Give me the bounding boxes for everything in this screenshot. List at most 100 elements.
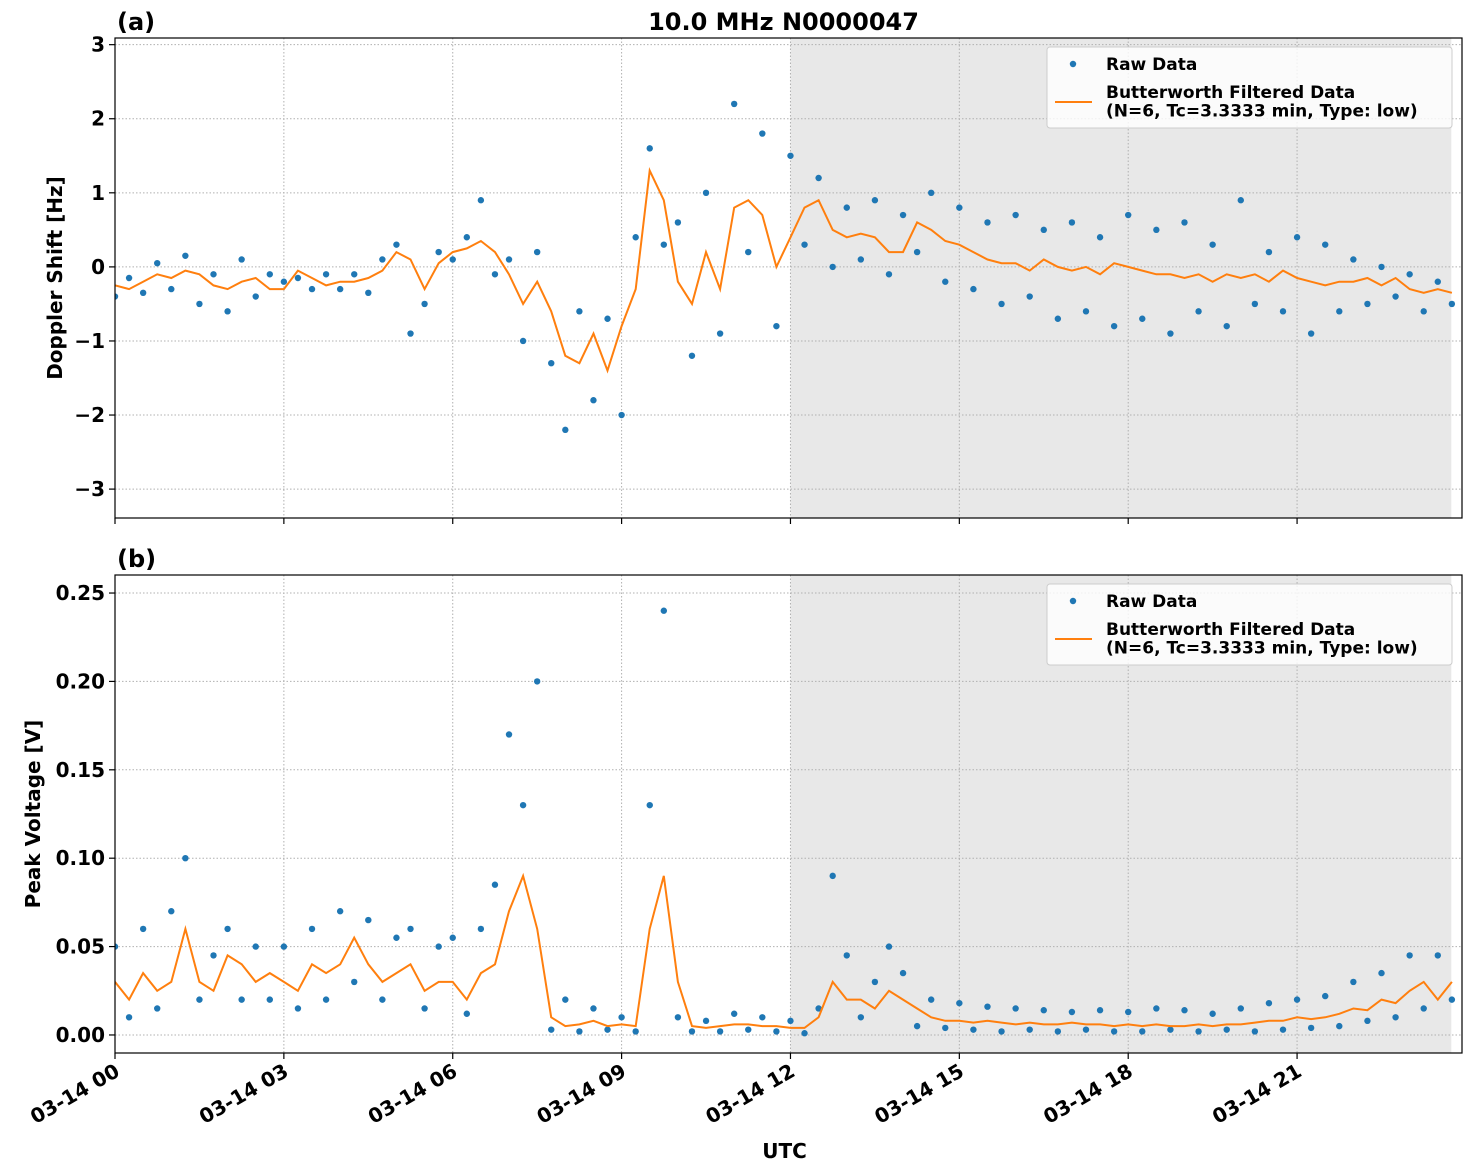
raw-point xyxy=(1237,197,1244,204)
raw-point xyxy=(1378,969,1385,977)
raw-point xyxy=(1110,1028,1118,1035)
raw-point xyxy=(745,248,752,256)
chart-title: 10.0 MHz N0000047 xyxy=(648,8,919,36)
raw-point xyxy=(125,1014,133,1021)
raw-point xyxy=(590,1005,597,1012)
raw-point xyxy=(660,607,668,614)
raw-point xyxy=(716,330,724,337)
raw-point xyxy=(1406,952,1413,959)
x-tick-label: 03-14 03 xyxy=(195,1059,293,1129)
raw-point xyxy=(702,189,710,197)
raw-point xyxy=(857,256,865,263)
raw-point xyxy=(576,1028,583,1035)
raw-point xyxy=(1181,1007,1188,1014)
raw-point xyxy=(829,872,836,880)
raw-point xyxy=(632,234,639,241)
raw-point xyxy=(266,271,273,278)
raw-point xyxy=(548,1026,555,1033)
raw-point xyxy=(1378,263,1385,271)
x-tick-label: 03-14 15 xyxy=(870,1059,968,1129)
raw-point xyxy=(745,1026,752,1033)
raw-point xyxy=(182,854,189,862)
raw-point xyxy=(970,1026,977,1033)
raw-point xyxy=(843,204,850,211)
raw-point xyxy=(1054,1028,1062,1035)
legend-label: Butterworth Filtered Data (N=6, Tc=3.3333… xyxy=(1106,83,1418,122)
raw-point xyxy=(139,925,147,933)
raw-point xyxy=(1448,300,1456,308)
raw-point xyxy=(1082,1026,1090,1033)
raw-point xyxy=(1434,278,1441,285)
raw-point xyxy=(1434,952,1441,959)
raw-point xyxy=(463,234,471,241)
raw-point xyxy=(252,943,259,950)
raw-point xyxy=(548,359,555,367)
raw-point xyxy=(168,908,175,915)
raw-point xyxy=(351,271,358,278)
x-tick-label: 03-14 18 xyxy=(1039,1059,1137,1129)
raw-point xyxy=(421,1005,428,1012)
raw-point xyxy=(308,925,316,933)
raw-point xyxy=(463,1010,471,1017)
raw-point xyxy=(1153,1005,1160,1012)
raw-point xyxy=(1040,1007,1047,1014)
raw-point xyxy=(927,189,935,197)
legend-marker xyxy=(1069,60,1077,68)
raw-point xyxy=(210,271,217,278)
raw-point xyxy=(449,256,456,263)
raw-point xyxy=(294,1005,302,1012)
raw-point xyxy=(393,241,400,248)
raw-point xyxy=(1181,219,1188,226)
raw-point xyxy=(266,996,273,1003)
raw-point xyxy=(773,1028,780,1035)
raw-point xyxy=(336,285,344,293)
raw-point xyxy=(1026,293,1033,300)
raw-point xyxy=(998,1028,1005,1035)
y-axis-label: Doppler Shift [Hz] xyxy=(43,176,67,380)
raw-point xyxy=(336,908,344,915)
raw-point xyxy=(1223,1026,1230,1033)
raw-point xyxy=(308,285,316,293)
raw-point xyxy=(618,1014,625,1021)
raw-point xyxy=(139,289,147,297)
raw-point xyxy=(196,996,203,1003)
plot-area xyxy=(115,100,1456,434)
raw-point xyxy=(224,308,231,315)
raw-point xyxy=(1265,999,1273,1007)
raw-point xyxy=(1322,241,1329,248)
raw-point xyxy=(801,1030,808,1037)
raw-point xyxy=(519,337,527,345)
raw-point xyxy=(519,801,527,809)
raw-point xyxy=(1040,226,1047,234)
raw-point xyxy=(646,145,653,152)
raw-point xyxy=(674,219,682,226)
raw-point xyxy=(477,925,485,933)
raw-point xyxy=(238,996,245,1003)
raw-point xyxy=(491,271,499,278)
raw-point xyxy=(702,1017,710,1025)
legend-label: Butterworth Filtered Data (N=6, Tc=3.3333… xyxy=(1106,620,1418,659)
raw-point xyxy=(1167,330,1174,337)
raw-point xyxy=(604,1026,611,1033)
raw-point xyxy=(365,289,372,297)
panel-label: (a) xyxy=(117,8,155,36)
y-tick-label: 0.10 xyxy=(56,846,105,870)
raw-point xyxy=(773,322,780,330)
raw-point xyxy=(970,285,977,293)
raw-point xyxy=(1406,271,1413,278)
raw-point xyxy=(1336,308,1343,315)
legend-label: Raw Data xyxy=(1106,592,1197,612)
raw-point xyxy=(196,300,203,308)
raw-point xyxy=(716,1028,724,1035)
y-tick-label: −2 xyxy=(74,403,105,427)
legend-box xyxy=(1046,583,1453,666)
raw-point xyxy=(1350,978,1357,986)
y-tick-label: 0.05 xyxy=(56,935,105,959)
raw-point xyxy=(871,197,879,204)
raw-point xyxy=(857,1014,865,1021)
raw-point xyxy=(646,801,653,809)
raw-point xyxy=(885,943,893,950)
raw-point xyxy=(1026,1026,1033,1033)
raw-point xyxy=(168,285,175,293)
